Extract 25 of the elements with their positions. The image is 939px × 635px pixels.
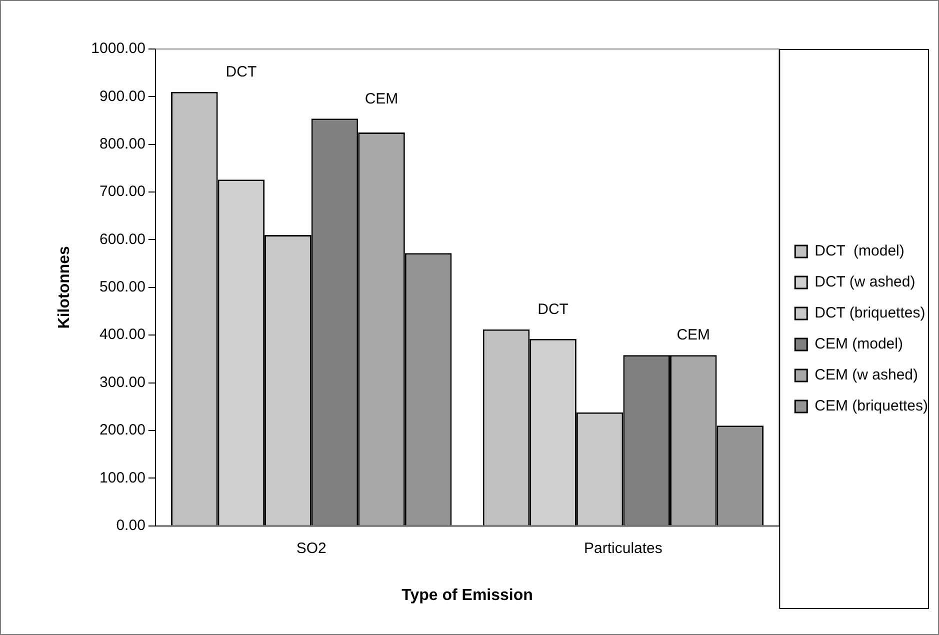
annotation: DCT [226,64,257,81]
legend-label: DCT (model) [814,242,904,260]
y-tick-label: 100.00 [100,469,146,486]
y-tick-label: 500.00 [100,278,146,296]
annotation: CEM [364,90,398,108]
legend-label: DCT (briquettes) [814,304,926,322]
legend-label: CEM (model) [814,336,903,353]
x-axis-title: Type of Emission [402,586,533,604]
annotation: DCT [538,301,568,318]
y-tick-label: 800.00 [100,136,146,152]
y-tick-label: 400.00 [100,326,146,344]
y-tick-label: 1000.00 [91,40,146,58]
y-tick-label: 200.00 [100,422,146,439]
y-tick-label: 0.00 [116,516,146,534]
annotation: CEM [676,326,710,344]
y-axis-title: Kilotonnes [56,246,74,329]
y-tick-label: 700.00 [100,183,146,200]
legend-label: CEM (w ashed) [814,366,918,384]
legend-label: DCT (w ashed) [814,274,916,291]
y-tick-label: 900.00 [100,88,146,105]
y-tick-label: 300.00 [100,374,146,391]
x-tick-label: SO2 [296,540,326,557]
x-tick-label: Particulates [584,540,662,557]
y-tick-label: 600.00 [100,230,146,248]
legend-label: CEM (briquettes) [814,398,928,415]
